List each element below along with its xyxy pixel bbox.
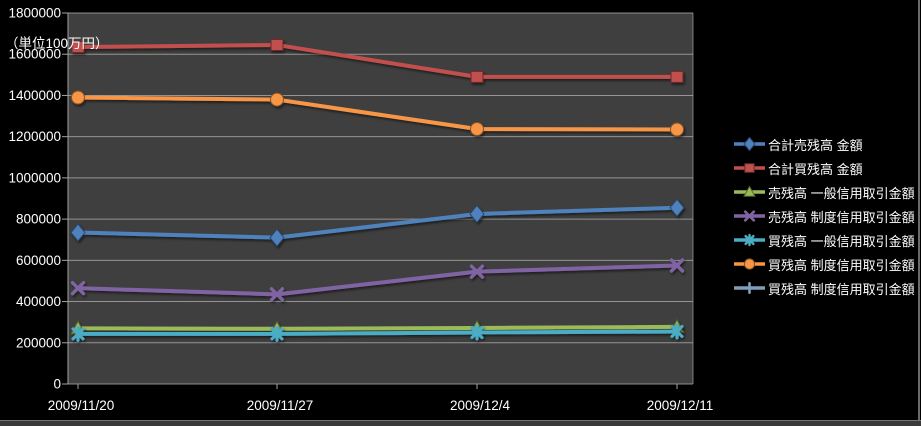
series-3 [70,258,685,302]
triangle-marker-icon [743,185,756,197]
legend-item-1: 合計買残高 金額 [733,156,915,180]
circle-marker-icon [743,258,756,270]
asterisk-legend-marker-icon [734,233,765,247]
series-line [76,95,679,132]
y-axis-tick-label: 1600000 [8,47,61,62]
series-line [76,324,679,331]
x-marker-icon [743,210,756,222]
square-marker-icon [71,41,85,54]
circle-marker-icon [270,92,284,107]
diamond-legend-marker-icon [734,136,765,152]
legend-item-5: 買残高 制度信用取引金額 [733,252,915,276]
diamond-marker-icon [269,228,285,247]
series-0 [70,198,685,247]
square-marker-icon [270,38,284,51]
x-marker-icon [669,258,685,273]
y-axis-tick-label: 0 [53,377,61,392]
legend-label: 買残高 制度信用取引金額 [768,281,915,297]
x-legend-marker-icon [734,210,765,222]
y-axis-tick-label: 1200000 [8,129,61,144]
circle-legend-marker-icon [734,258,765,270]
x-marker-icon [70,280,86,296]
y-axis-tick-label: 1800000 [8,6,61,21]
legend-item-6: 買残高 制度信用取引金額 [733,276,915,300]
x-marker-icon [269,287,285,302]
window-bottom-edge [0,420,921,426]
y-axis-tick-label: 1400000 [8,88,61,103]
asterisk-marker-icon [470,324,484,341]
legend-label: 売残高 制度信用取引金額 [768,209,915,225]
asterisk-marker-icon [670,323,684,340]
diamond-marker-icon [469,204,485,224]
series-1 [71,38,684,83]
chart-legend: 合計売残高 金額 合計買残高 金額売残高 一般信用取引金額 売残高 制度信用取引金額… [733,132,915,300]
x-marker-icon [469,264,485,279]
circle-marker-icon [670,122,684,137]
legend-item-3: 売残高 制度信用取引金額 [733,204,915,228]
legend-label: 買残高 制度信用取引金額 [768,257,915,273]
square-marker-icon [470,70,484,83]
square-marker-icon [670,70,684,83]
y-axis-unit-label: （単位100万円） [5,36,109,51]
square-legend-marker-icon [734,163,765,173]
legend-label: 合計買残高 金額 [768,161,863,177]
legend-label: 合計売残高 金額 [768,137,863,153]
window-right-border [918,0,920,426]
y-axis-tick-label: 200000 [16,335,61,350]
legend-item-2: 売残高 一般信用取引金額 [733,180,915,204]
plus-marker-icon [743,281,756,295]
diamond-marker-icon [70,223,86,242]
x-axis-tick-label: 2009/12/4 [450,398,511,413]
legend-label: 買残高 一般信用取引金額 [768,233,915,249]
series-line [76,329,679,336]
legend-item-4: 買残高 一般信用取引金額 [733,228,915,252]
plot-area [68,13,693,384]
series-line [76,205,679,240]
asterisk-marker-icon [270,325,284,342]
y-axis-tick-label: 1000000 [8,170,61,185]
y-axis-tick-label: 400000 [16,294,61,309]
asterisk-marker-icon [744,233,755,247]
diamond-marker-icon [669,198,685,218]
triangle-legend-marker-icon [734,185,765,197]
y-axis-tick-label: 800000 [16,212,61,227]
series-line [76,263,679,297]
y-axis-tick-label: 600000 [16,253,61,268]
plus-legend-marker-icon [734,281,765,295]
square-marker-icon [744,163,755,173]
series-4 [71,323,684,342]
series-line [76,42,679,79]
asterisk-marker-icon [71,325,85,342]
legend-item-0: 合計売残高 金額 [733,132,915,156]
circle-marker-icon [71,90,85,105]
series-5 [71,90,684,137]
circle-marker-icon [470,122,484,137]
x-axis-tick-label: 2009/11/27 [247,398,314,413]
legend-label: 売残高 一般信用取引金額 [768,185,915,201]
x-axis-tick-label: 2009/11/20 [48,398,115,413]
x-axis-tick-label: 2009/12/11 [647,398,714,413]
diamond-marker-icon [743,136,756,152]
